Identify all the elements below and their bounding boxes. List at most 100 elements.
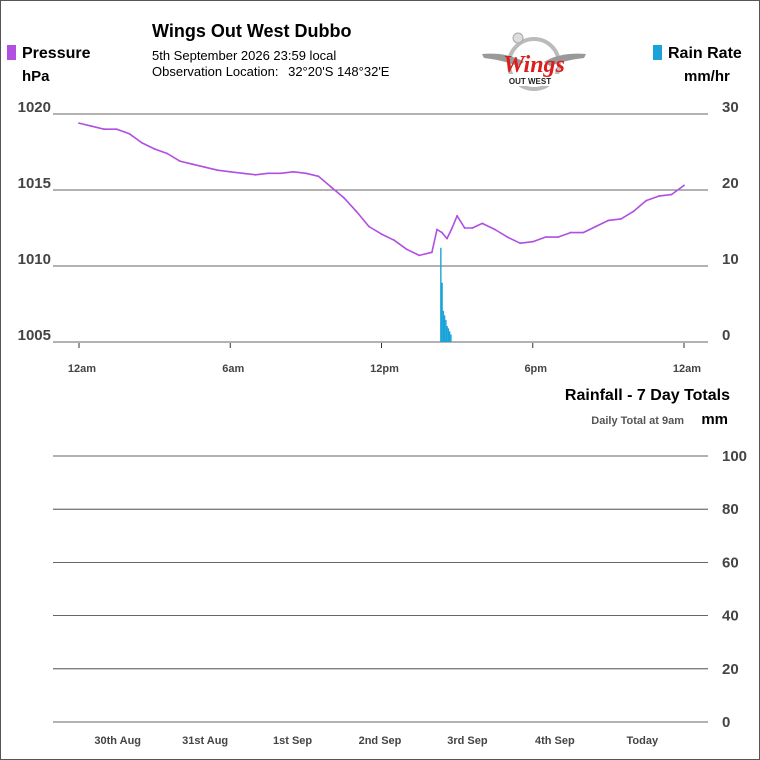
pressure-point xyxy=(405,248,408,251)
rain-rate-tick-label: 20 xyxy=(722,175,739,192)
rainfall-category-label: 30th Aug xyxy=(94,735,141,747)
pressure-point xyxy=(330,186,332,188)
pressure-point xyxy=(456,214,459,217)
pressure-point xyxy=(78,122,80,125)
rain-rate-bar xyxy=(443,315,446,342)
pressure-point xyxy=(216,169,219,172)
time-tick-label: 6pm xyxy=(524,363,547,375)
pressure-point xyxy=(367,225,370,228)
rainfall-category-label: 2nd Sep xyxy=(359,735,402,747)
pressure-line xyxy=(78,122,685,257)
pressure-point xyxy=(431,251,433,254)
rainfall-gridlines xyxy=(53,455,708,723)
pressure-point xyxy=(620,217,622,220)
rainfall-category-label: 31st Aug xyxy=(182,735,228,747)
rainfall-x-axis: 30th Aug 31st Aug 1st Sep 2nd Sep 3rd Sep 4th… xyxy=(94,735,659,747)
pressure-point xyxy=(683,184,685,187)
pressure-point xyxy=(436,228,438,231)
observation-location: Observation Location: 32°20'S 148°32'E xyxy=(152,64,389,79)
pressure-point xyxy=(267,172,269,175)
rainfall-category-label: 4th Sep xyxy=(535,735,575,747)
time-x-axis: 12am 6am 12pm 6pm 12am xyxy=(68,343,701,375)
location-label: Observation Location: xyxy=(152,64,279,79)
pressure-legend-label: Pressure xyxy=(22,45,91,62)
pressure-point xyxy=(128,132,131,135)
rain-rate-bar xyxy=(445,319,447,342)
pressure-tick-label: 1010 xyxy=(18,251,51,268)
rainfall-category-label: 1st Sep xyxy=(273,735,312,747)
logo-wings-text: Wings xyxy=(503,52,565,78)
pressure-point xyxy=(115,128,118,131)
observation-datetime: 5th September 2026 23:59 local xyxy=(152,48,337,63)
rain-rate-bar xyxy=(450,334,452,342)
station-title: Wings Out West Dubbo xyxy=(152,21,352,41)
pressure-point xyxy=(166,152,169,155)
logo-right-wing xyxy=(544,53,586,66)
pressure-point xyxy=(254,173,257,176)
time-tick-label: 12am xyxy=(68,363,96,375)
pressure-y-axis: 1020 1015 1010 1005 xyxy=(18,99,51,344)
pressure-point xyxy=(380,233,383,235)
pressure-point xyxy=(229,170,232,173)
rainfall-tick-label: 40 xyxy=(722,608,739,625)
logo-windmill-hub xyxy=(512,32,524,44)
rain-rate-tick-label: 10 xyxy=(722,251,739,268)
pressure-point xyxy=(657,195,660,197)
pressure-point xyxy=(582,231,585,234)
rain-rate-bar xyxy=(441,282,443,342)
pressure-point xyxy=(481,222,484,225)
rain-rate-legend-label: Rain Rate xyxy=(668,45,742,62)
pressure-point xyxy=(90,125,93,128)
pressure-point xyxy=(304,172,307,175)
logo-ring xyxy=(507,37,561,91)
pressure-point xyxy=(531,240,534,243)
rainfall-category-label: Today xyxy=(626,735,658,747)
pressure-point xyxy=(569,231,572,234)
pressure-point xyxy=(342,196,345,199)
pressure-point xyxy=(670,193,673,196)
logo-banner xyxy=(504,74,564,86)
pressure-tick-label: 1015 xyxy=(18,175,51,192)
rainfall-tick-label: 0 xyxy=(722,714,730,731)
rain-rate-unit-label: mm/hr xyxy=(684,68,730,85)
rain-rate-tick-label: 0 xyxy=(722,327,730,344)
pressure-point xyxy=(506,236,509,239)
pressure-unit-label: hPa xyxy=(22,68,50,85)
rain-rate-bar xyxy=(446,326,448,342)
pressure-point xyxy=(557,236,559,239)
rainfall-7day-chart: 100 80 60 40 20 0 30th Aug 31st Aug 1st Sep 2nd … xyxy=(53,448,747,747)
pressure-point xyxy=(451,227,453,229)
rain-rate-bar xyxy=(440,247,442,342)
rainfall-y-axis: 100 80 60 40 20 0 xyxy=(722,448,747,731)
time-tick-label: 12pm xyxy=(370,363,399,375)
rain-rate-y-axis: 30 20 10 0 xyxy=(722,99,739,344)
pressure-series-group xyxy=(78,122,685,257)
pressure-legend-swatch xyxy=(7,45,16,60)
rainfall-unit: mm xyxy=(701,411,728,428)
pressure-point xyxy=(241,172,244,175)
pressure-point xyxy=(463,227,466,229)
rainfall-tick-label: 100 xyxy=(722,448,747,465)
pressure-point xyxy=(471,227,474,229)
pressure-point xyxy=(632,210,635,213)
pressure-point xyxy=(393,239,396,242)
rain-rate-legend-swatch xyxy=(653,45,662,60)
logo-out-west-text: OUT WEST xyxy=(509,77,551,86)
time-tick-label: 12am xyxy=(673,363,701,375)
rainfall-tick-label: 80 xyxy=(722,501,739,518)
time-tick-label: 6am xyxy=(222,363,244,375)
pressure-point xyxy=(279,172,282,175)
pressure-point xyxy=(519,242,522,245)
pressure-point xyxy=(607,219,610,222)
rain-rate-tick-label: 30 xyxy=(722,99,739,116)
pressure-point xyxy=(441,231,443,234)
rain-rate-bar xyxy=(442,310,445,342)
pressure-point xyxy=(594,225,597,228)
pressure-point xyxy=(355,210,358,213)
pressure-tick-label: 1005 xyxy=(18,327,51,344)
rainfall-category-label: 3rd Sep xyxy=(447,735,488,747)
pressure-point xyxy=(153,148,156,150)
pressure-point xyxy=(103,128,106,131)
pressure-gridlines xyxy=(53,113,708,343)
